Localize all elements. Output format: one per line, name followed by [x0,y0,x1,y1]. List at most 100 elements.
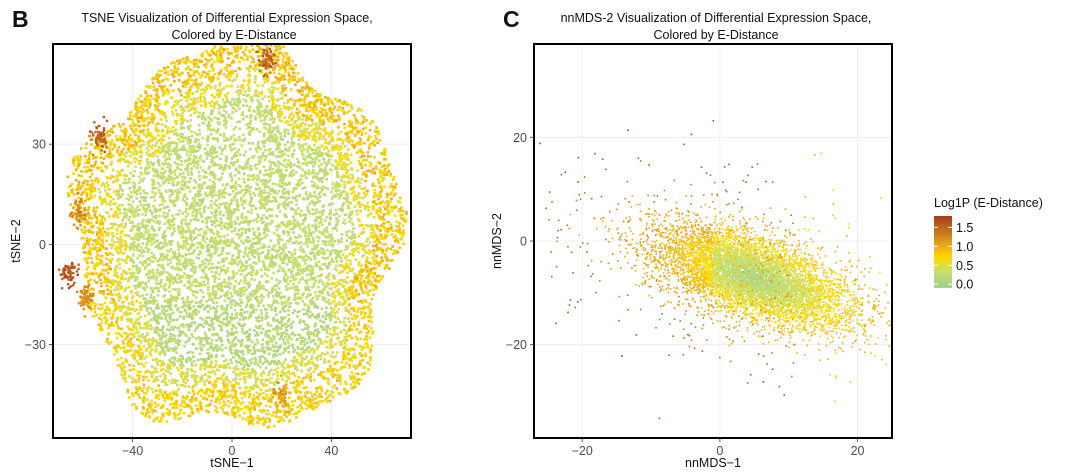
data-point [241,397,244,400]
data-point [152,204,155,208]
data-point [144,349,148,352]
data-point [275,284,278,287]
data-point [149,160,153,164]
data-point [240,227,243,231]
data-point [358,142,361,146]
data-point [308,399,311,402]
data-point [269,151,272,155]
data-point [372,240,376,244]
data-point [271,101,275,104]
data-point [365,260,368,263]
data-point [306,327,309,330]
data-point [183,193,187,196]
data-point [152,273,156,277]
data-point [266,253,269,256]
data-point [166,78,170,81]
data-point [133,212,136,215]
data-point [308,310,312,314]
data-point [167,298,170,301]
data-point [109,290,112,293]
data-point [223,144,227,148]
data-point [248,109,251,113]
data-point [329,235,332,238]
data-point [213,182,216,186]
data-point [241,166,244,169]
data-point [177,261,181,264]
data-point [168,307,171,310]
data-point [220,397,223,401]
data-point [255,182,258,185]
data-point [298,91,301,94]
data-point [120,316,124,320]
data-point [193,311,197,315]
data-point [355,366,358,370]
data-point [172,74,176,78]
data-point [264,127,268,130]
data-point [388,185,392,189]
data-point [221,59,225,63]
data-point [370,250,373,253]
data-point [308,229,312,232]
data-point [209,371,213,374]
data-point [143,337,146,340]
data-point [251,417,255,421]
data-point [209,240,212,243]
data-point [263,81,267,84]
data-point [148,370,152,374]
data-point [270,214,274,217]
data-point [199,377,203,380]
data-point [340,237,344,240]
data-point [124,133,127,137]
data-point [186,170,190,174]
data-point [262,198,265,201]
data-point [292,71,295,75]
data-point [116,177,119,181]
data-point [217,122,221,126]
data-point [266,256,270,260]
data-point [205,49,208,53]
data-point [129,203,132,207]
data-point [116,237,119,240]
data-point [208,178,212,182]
data-point [208,78,211,81]
data-point [357,320,360,324]
data-point [92,266,96,269]
data-point [176,113,179,116]
data-point [195,327,198,330]
data-point [108,133,112,137]
data-point [129,332,133,336]
data-point [198,207,201,211]
data-point [262,262,266,266]
data-point [151,289,154,293]
data-point [333,329,336,332]
data-point [337,162,341,166]
data-point [300,354,303,357]
data-point [267,67,271,70]
data-point [385,166,388,169]
data-point [110,297,114,301]
data-point [274,326,278,329]
data-point [299,248,302,252]
data-point [225,411,229,414]
data-point [326,313,330,316]
data-point [254,343,257,346]
data-point [223,147,226,150]
data-point [247,210,250,214]
data-point [311,399,314,402]
data-point [344,245,348,249]
data-point [229,72,232,75]
data-point [144,213,147,217]
data-point [114,135,118,138]
data-point [340,164,343,167]
data-point [240,308,244,311]
data-point [167,92,170,95]
data-point [357,382,360,385]
data-point [317,331,320,334]
data-point [237,322,241,326]
data-point [314,135,317,139]
data-point [281,178,285,182]
data-point [310,180,314,183]
data-point [205,186,209,189]
data-point [179,90,182,93]
data-point [288,174,292,177]
